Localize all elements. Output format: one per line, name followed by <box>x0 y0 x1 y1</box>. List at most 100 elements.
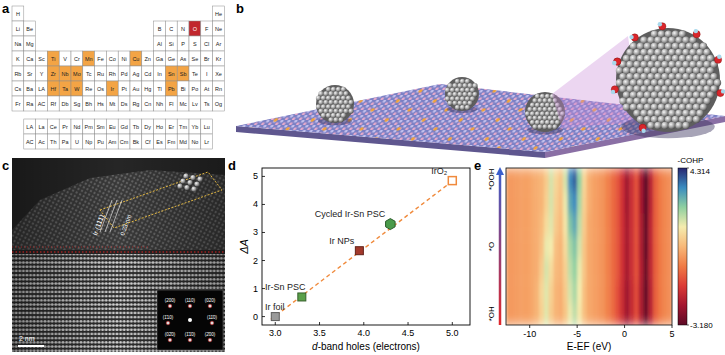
element-cell: Ni <box>118 51 130 66</box>
heatmap-cell <box>577 213 582 236</box>
heatmap-cell <box>596 190 601 213</box>
element-box <box>71 66 83 81</box>
element-symbol: O <box>193 26 198 32</box>
element-box <box>177 81 189 96</box>
element-box <box>130 66 142 81</box>
heatmap-cell <box>572 235 577 258</box>
y-tick-label: 1 <box>253 284 258 294</box>
heatmap-cell <box>515 280 520 303</box>
scale-bar <box>18 345 44 347</box>
heatmap-cell <box>591 280 596 303</box>
element-cell: Br <box>201 51 213 66</box>
atom <box>348 100 353 105</box>
atom <box>338 117 343 122</box>
heatmap-cell <box>582 303 587 325</box>
element-symbol: Ni <box>121 56 126 62</box>
element-box <box>12 66 24 81</box>
heatmap-cell <box>601 168 606 191</box>
element-cell: Pa <box>59 134 71 149</box>
element-symbol: Ca <box>26 56 34 62</box>
heatmap-cell <box>610 168 615 191</box>
atom <box>336 104 341 109</box>
element-box <box>24 119 36 134</box>
element-symbol: Si <box>169 41 174 47</box>
element-cell: Al <box>154 36 166 51</box>
heatmap-cell <box>629 258 634 281</box>
atom <box>331 87 336 92</box>
atom <box>321 95 326 100</box>
element-symbol: Np <box>85 139 92 145</box>
heatmap-cell <box>606 258 611 281</box>
element-cell: Cs <box>12 81 24 96</box>
heatmap-cell <box>582 258 587 281</box>
point-label: Ir NPs <box>329 236 355 246</box>
heatmap-cell <box>506 235 511 258</box>
element-symbol: Pm <box>85 124 94 130</box>
element-cell: Nh <box>154 96 166 111</box>
element-cell: Sb <box>177 66 189 81</box>
heatmap-cell <box>539 213 544 236</box>
heatmap-cell <box>534 235 539 258</box>
heatmap-cell <box>648 280 653 303</box>
element-box <box>142 119 154 134</box>
heatmap-cell <box>534 213 539 236</box>
element-box <box>95 96 107 111</box>
element-cell: AC <box>24 134 36 149</box>
element-symbol: Db <box>62 101 69 107</box>
atom <box>470 87 475 92</box>
heatmap-cell <box>544 280 549 303</box>
element-cell: Er <box>165 119 177 134</box>
element-box <box>36 66 48 81</box>
atom <box>318 100 323 105</box>
fft-spot <box>210 321 214 325</box>
heatmap-cell <box>553 190 558 213</box>
element-symbol: Ra <box>26 101 34 107</box>
particle-body <box>616 28 720 132</box>
element-symbol: Ar <box>216 41 222 47</box>
element-box <box>12 36 24 51</box>
heatmap-cell <box>577 168 582 191</box>
element-cell: P <box>177 36 189 51</box>
heatmap-cell <box>506 190 511 213</box>
heatmap-cell <box>511 303 516 325</box>
element-cell: Zr <box>47 66 59 81</box>
element-symbol: K <box>16 56 20 62</box>
element-cell: Ti <box>47 51 59 66</box>
illustration <box>236 22 725 158</box>
atom <box>465 87 470 92</box>
heatmap-cell <box>658 258 663 281</box>
heatmap-cell <box>549 213 554 236</box>
element-cell: Db <box>59 96 71 111</box>
element-symbol: Ru <box>97 71 104 77</box>
element-box <box>201 134 213 149</box>
marker <box>355 247 363 255</box>
atom <box>647 122 654 129</box>
heatmap-cell <box>644 280 649 303</box>
element-symbol: Tb <box>133 124 139 130</box>
element-box <box>154 81 166 96</box>
heatmap-cell <box>539 280 544 303</box>
element-cell: Sc <box>36 51 48 66</box>
heatmap-cell <box>572 280 577 303</box>
y-tick-label: 3 <box>253 227 258 237</box>
atom <box>316 104 321 109</box>
element-box <box>71 51 83 66</box>
heatmap-cells <box>506 168 672 325</box>
element-symbol: N <box>181 26 185 32</box>
y-tick <box>262 176 265 177</box>
element-box <box>24 21 36 36</box>
heatmap-cell <box>553 213 558 236</box>
element-cell: AC <box>36 96 48 111</box>
element-box <box>177 51 189 66</box>
marker <box>271 313 279 321</box>
element-symbol: Rf <box>51 101 57 107</box>
element-box <box>213 66 225 81</box>
element-cell: Mo <box>71 66 83 81</box>
heatmap-cell <box>591 235 596 258</box>
element-symbol: Br <box>204 56 210 62</box>
atom <box>457 83 462 88</box>
atom <box>316 95 321 100</box>
x-tick-label: 5 <box>669 329 674 339</box>
element-symbol: Dy <box>144 124 151 130</box>
element-cell: I <box>201 66 213 81</box>
